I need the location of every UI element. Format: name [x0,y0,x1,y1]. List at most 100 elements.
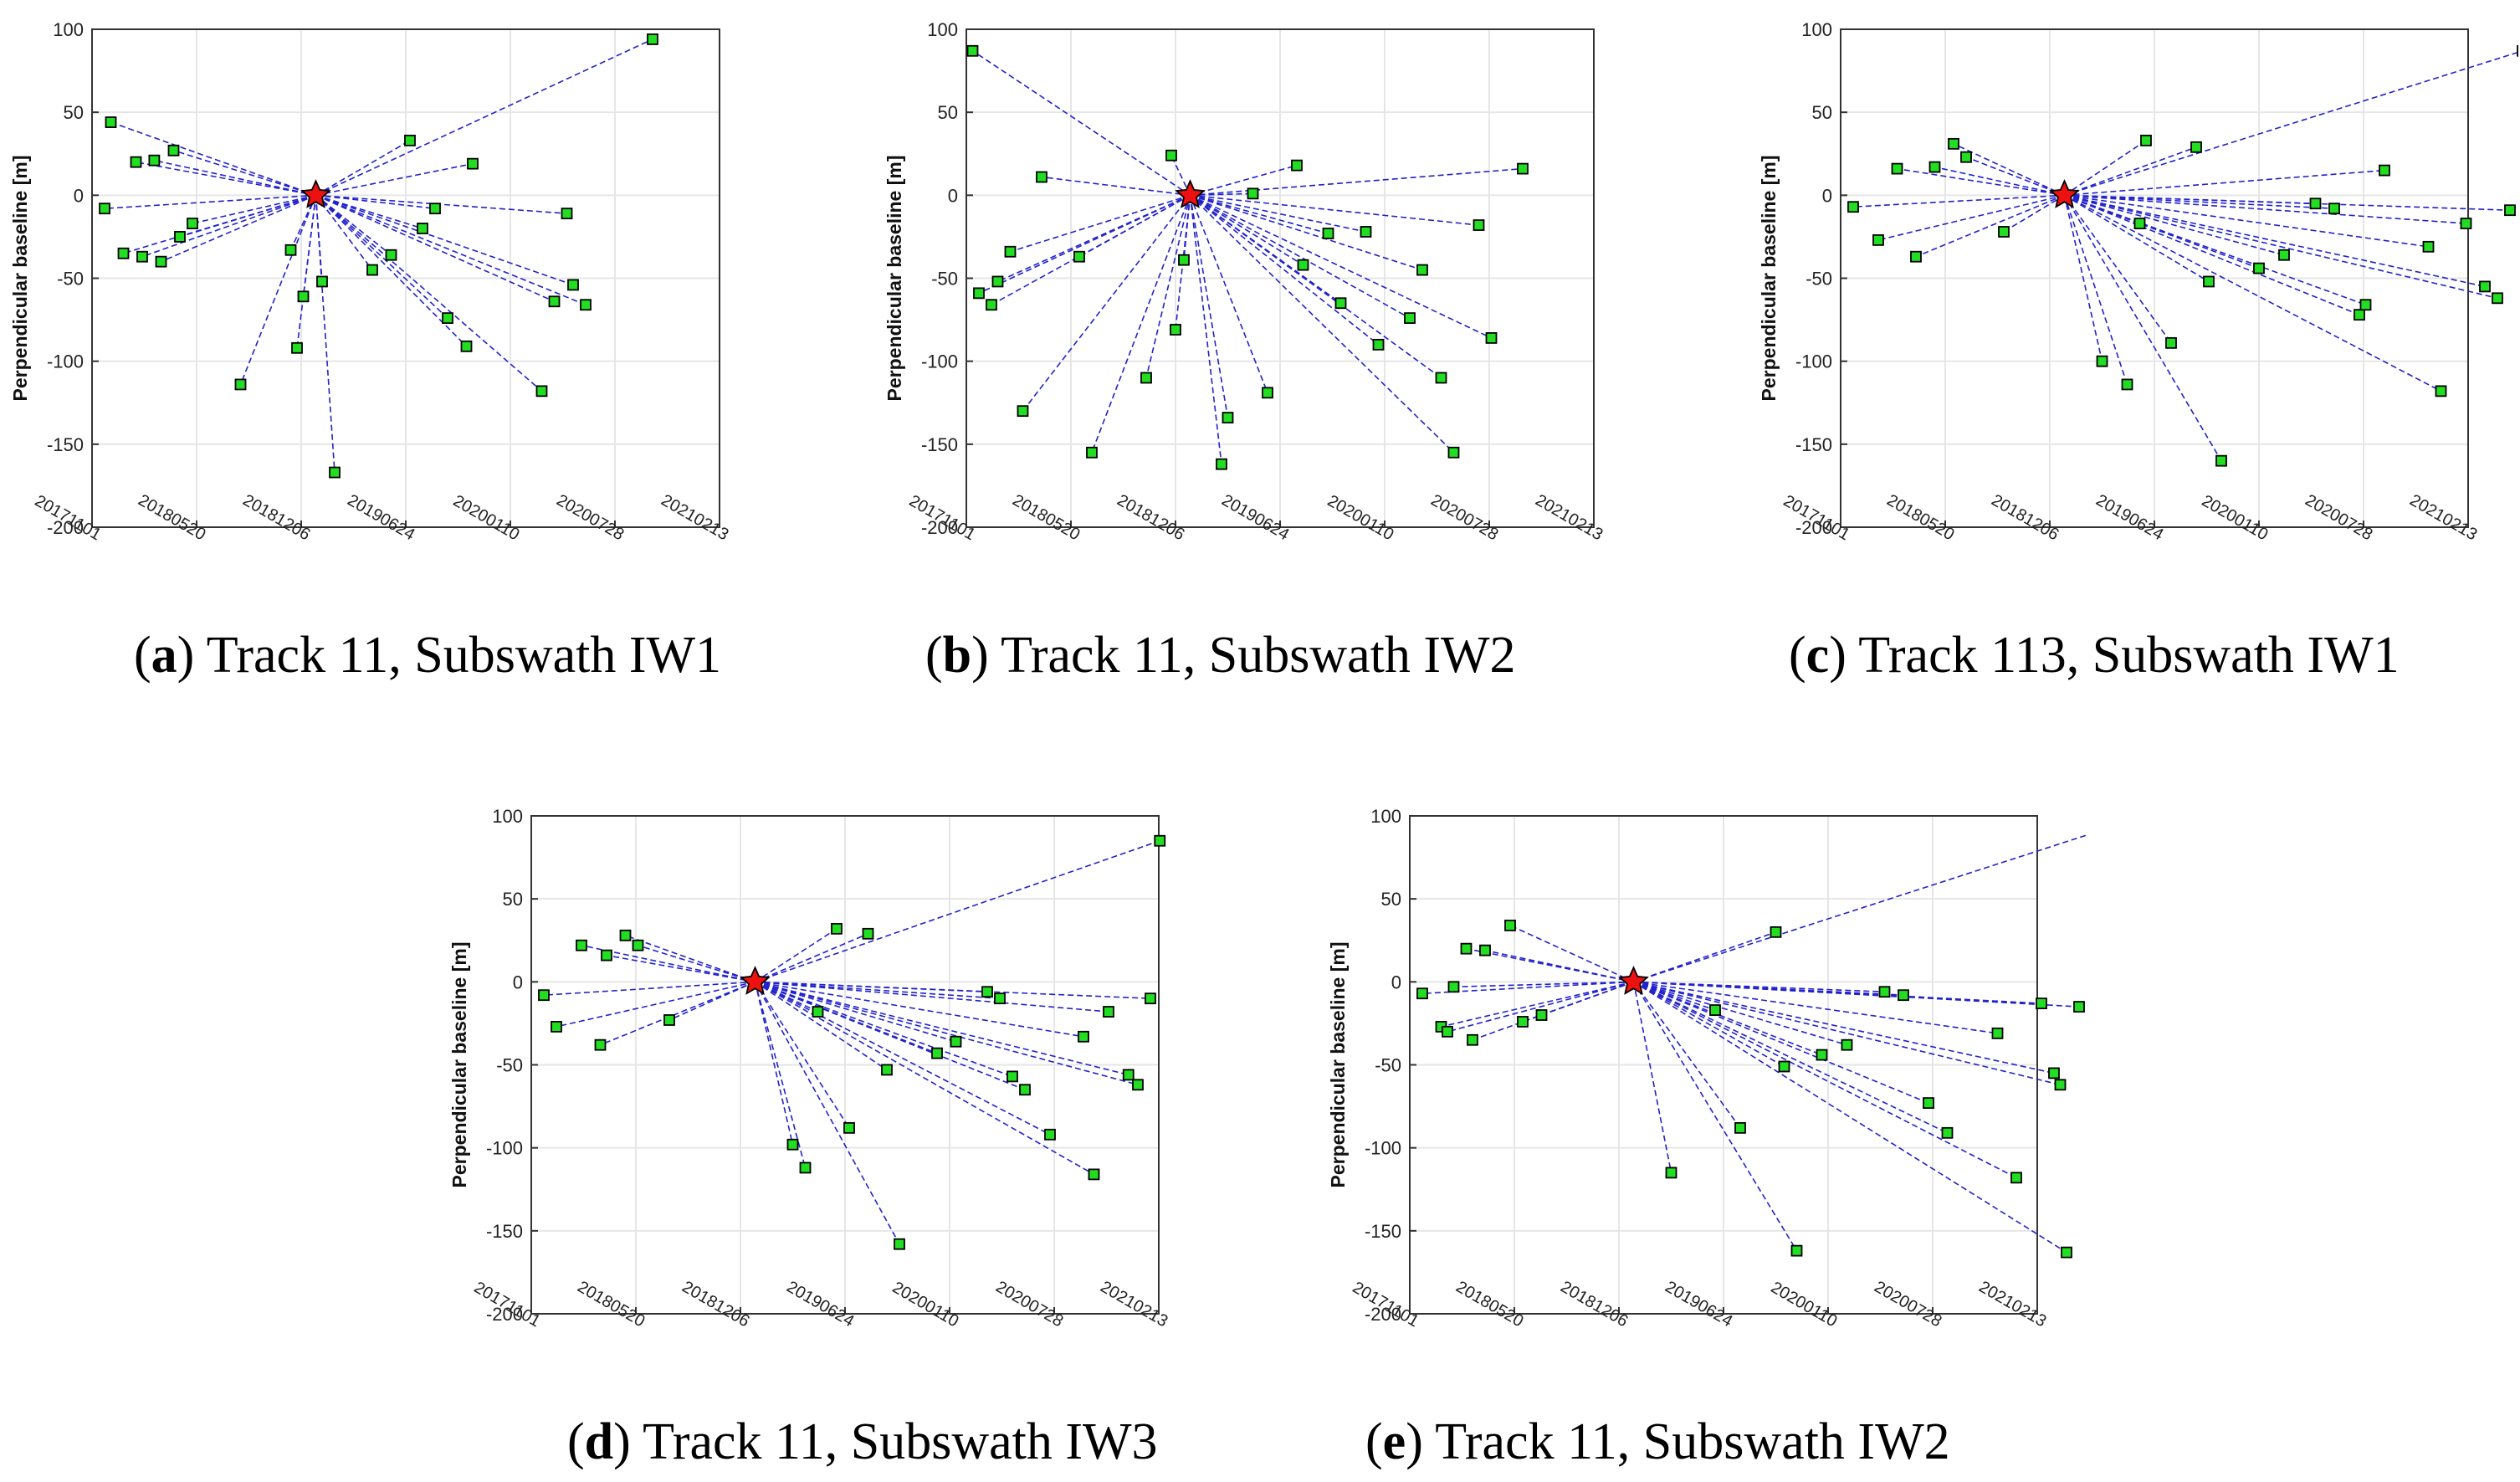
acquisition-point [1923,1097,1934,1110]
y-tick-label: -100 [47,351,84,372]
acquisition-point [105,116,117,128]
acquisition-point [1044,1128,1056,1141]
acquisition-point [986,299,997,311]
acquisition-point [2010,1172,2022,1184]
baseline-edge [1190,194,1492,339]
baseline-edge [1190,164,1298,197]
acquisition-point [1816,1049,1828,1061]
baseline-edge [179,194,316,238]
acquisition-point [467,157,479,170]
acquisition-point [2140,134,2152,146]
acquisition-point [1178,254,1190,266]
baseline-edge [755,981,1026,1090]
y-tick-label: -150 [921,434,958,455]
acquisition-point [1132,1079,1144,1091]
acquisition-point [1665,1167,1677,1179]
baseline-edge [1953,143,2065,197]
baseline-edge [315,194,555,302]
baseline-edge [1190,167,1524,197]
master-star-icon [1175,179,1206,208]
caption-a: (a) Track 11, Subswath IW1 [134,627,722,684]
baseline-edge [1633,981,1822,1056]
acquisition-point [1019,1084,1031,1096]
baseline-edge [1633,981,1929,1104]
acquisition-point [950,1035,962,1048]
acquisition-point [1467,1033,1478,1046]
baseline-edge [104,194,316,209]
y-tick-label: -200 [486,1304,523,1325]
y-tick-label: -100 [1795,351,1832,372]
baseline-edge [668,981,755,1021]
acquisition-point [174,231,186,243]
acquisition-point [1078,1030,1089,1043]
y-tick-label: -200 [47,517,84,538]
baseline-edge [2063,194,2222,462]
baseline-edge [755,928,837,983]
baseline-edge [972,50,1191,196]
acquisition-point [234,378,247,391]
y-tick-label: -200 [1365,1304,1401,1325]
acquisition-point [1322,228,1334,239]
acquisition-point [2096,355,2108,367]
acquisition-point [2215,454,2227,467]
acquisition-point [1247,187,1259,200]
acquisition-point [843,1121,855,1134]
acquisition-point [1416,987,1428,1000]
baseline-edge [2064,51,2518,197]
baseline-edge [1190,194,1304,266]
baseline-edge [600,981,755,1046]
baseline-edge [1934,166,2065,197]
baseline-edge [1852,194,2065,208]
baseline-edge [2063,195,2103,362]
acquisition-point [538,989,550,1002]
acquisition-point [442,312,453,325]
baseline-edge [755,839,1160,983]
acquisition-point [994,992,1006,1005]
acquisition-point [1872,233,1884,246]
acquisition-point [1416,264,1428,276]
baseline-edge [2064,146,2197,197]
acquisition-point [632,939,644,951]
baseline-edge [755,981,1094,1176]
acquisition-point [130,156,142,168]
acquisition-point [1841,1038,1853,1051]
acquisition-point [2354,309,2365,321]
acquisition-point [1734,1121,1746,1134]
acquisition-point [1535,1009,1548,1021]
y-tick-label: 50 [1381,889,1401,910]
baseline-edge [2064,140,2147,196]
acquisition-point [2190,141,2202,153]
acquisition-point [1360,226,1372,238]
baseline-edge [2064,194,2360,315]
baseline-edge [755,981,1139,1086]
baseline-edge [1189,195,1229,418]
y-tick-label: -150 [47,434,84,455]
baseline-edge [315,194,373,271]
baseline-edge [556,981,755,1028]
acquisition-point [601,949,612,962]
acquisition-point [1770,926,1782,938]
baseline-edge [1189,194,1455,454]
acquisition-point [1170,324,1181,336]
y-tick-label: 50 [64,102,84,123]
baseline-edge [638,944,755,983]
baseline-edge [2064,194,2498,300]
baseline-edge [1190,194,1411,319]
baseline-edge [1078,194,1191,258]
y-axis-label: Perpendicular baseline [m] [448,942,470,1188]
baseline-edge [302,195,317,297]
acquisition-point [297,290,310,303]
acquisition-point [1878,986,1891,998]
acquisition-point [831,922,843,935]
y-tick-label: -200 [921,517,958,538]
acquisition-point [316,275,328,288]
y-tick-label: 100 [1801,19,1832,40]
baseline-edge [2003,194,2065,233]
acquisition-point [567,279,579,291]
baseline-edge [2064,194,2429,248]
baseline-edge [1170,155,1191,196]
y-tick-label: 50 [1812,102,1832,123]
acquisition-point [1910,250,1922,263]
acquisition-point [973,287,985,300]
